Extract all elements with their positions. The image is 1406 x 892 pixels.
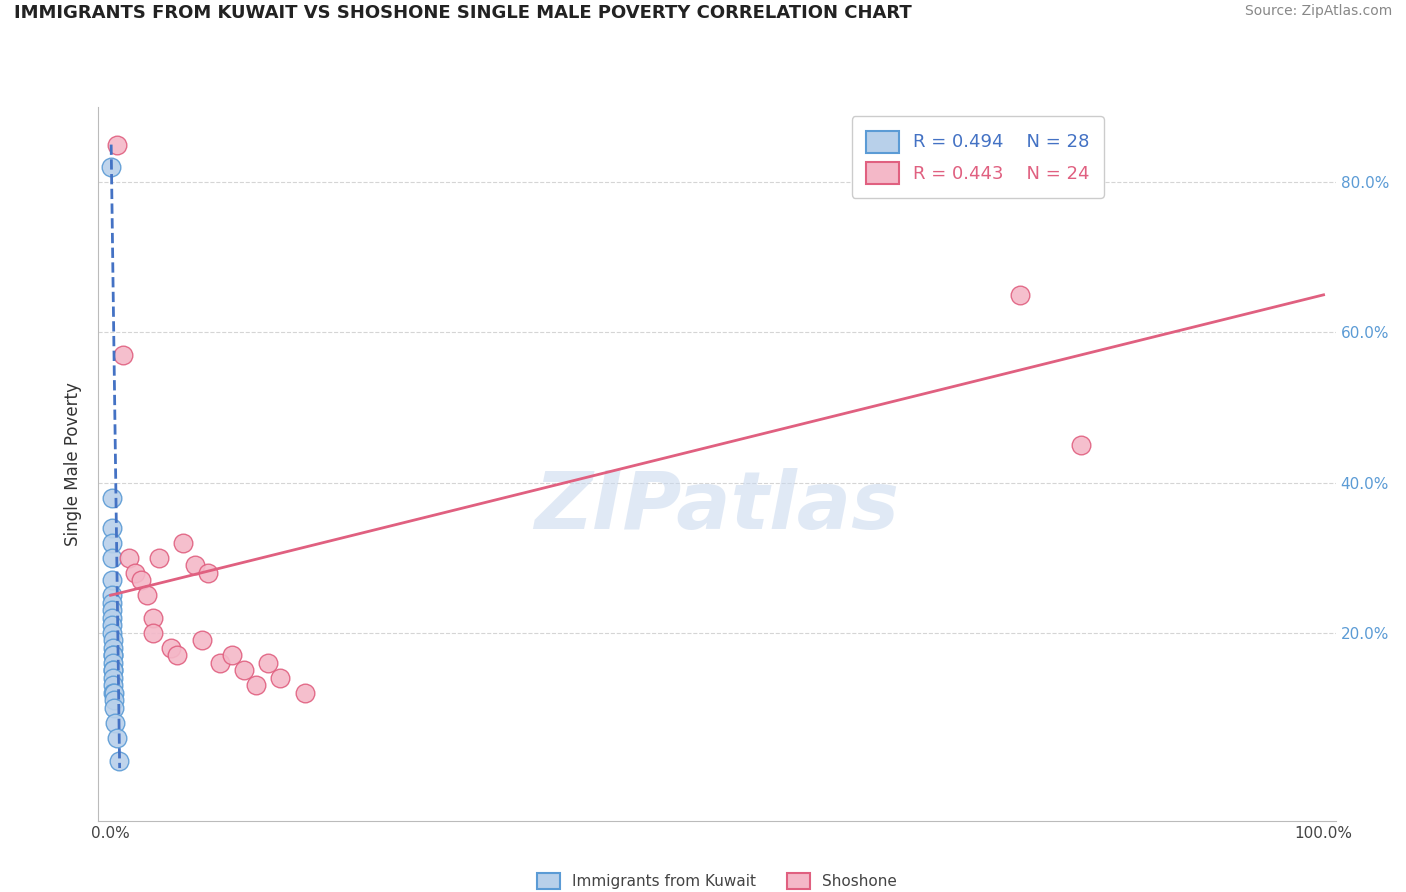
Point bbox=[105, 731, 128, 745]
Text: ZIPatlas: ZIPatlas bbox=[534, 467, 900, 546]
Point bbox=[103, 686, 125, 700]
Point bbox=[101, 648, 124, 663]
Point bbox=[148, 550, 170, 565]
Point bbox=[101, 648, 124, 663]
Point bbox=[118, 550, 141, 565]
Point bbox=[160, 640, 183, 655]
Point bbox=[103, 664, 125, 678]
Point bbox=[221, 648, 243, 663]
Legend: Immigrants from Kuwait, Shoshone: Immigrants from Kuwait, Shoshone bbox=[531, 867, 903, 892]
Point bbox=[172, 535, 194, 549]
Point bbox=[100, 491, 122, 505]
Point bbox=[103, 701, 125, 715]
Point bbox=[105, 137, 128, 152]
Point bbox=[101, 618, 124, 632]
Point bbox=[184, 558, 207, 573]
Point bbox=[166, 648, 188, 663]
Point bbox=[294, 686, 316, 700]
Point bbox=[129, 574, 152, 588]
Point bbox=[101, 574, 124, 588]
Point bbox=[101, 596, 124, 610]
Point bbox=[101, 611, 124, 625]
Point bbox=[101, 625, 124, 640]
Point bbox=[101, 603, 124, 617]
Point bbox=[108, 754, 131, 768]
Point bbox=[100, 521, 122, 535]
Point bbox=[142, 611, 165, 625]
Point bbox=[103, 686, 125, 700]
Point bbox=[197, 566, 219, 580]
Point bbox=[104, 716, 127, 731]
Point bbox=[269, 671, 291, 685]
Point bbox=[111, 348, 134, 362]
Point bbox=[101, 640, 124, 655]
Y-axis label: Single Male Poverty: Single Male Poverty bbox=[65, 382, 83, 546]
Point bbox=[100, 535, 122, 549]
Point bbox=[101, 550, 124, 565]
Point bbox=[103, 693, 125, 707]
Point bbox=[257, 656, 280, 670]
Point bbox=[208, 656, 231, 670]
Point bbox=[100, 160, 122, 174]
Point bbox=[101, 664, 124, 678]
Point bbox=[1070, 438, 1092, 452]
Point bbox=[103, 678, 125, 692]
Text: IMMIGRANTS FROM KUWAIT VS SHOSHONE SINGLE MALE POVERTY CORRELATION CHART: IMMIGRANTS FROM KUWAIT VS SHOSHONE SINGL… bbox=[14, 4, 912, 22]
Point bbox=[124, 566, 146, 580]
Point bbox=[136, 588, 159, 602]
Point bbox=[101, 656, 124, 670]
Point bbox=[1010, 288, 1032, 302]
Point bbox=[142, 625, 165, 640]
Point bbox=[245, 678, 267, 692]
Point bbox=[233, 664, 256, 678]
Point bbox=[103, 671, 125, 685]
Text: Source: ZipAtlas.com: Source: ZipAtlas.com bbox=[1244, 4, 1392, 19]
Point bbox=[101, 633, 124, 648]
Point bbox=[101, 588, 124, 602]
Point bbox=[190, 633, 212, 648]
